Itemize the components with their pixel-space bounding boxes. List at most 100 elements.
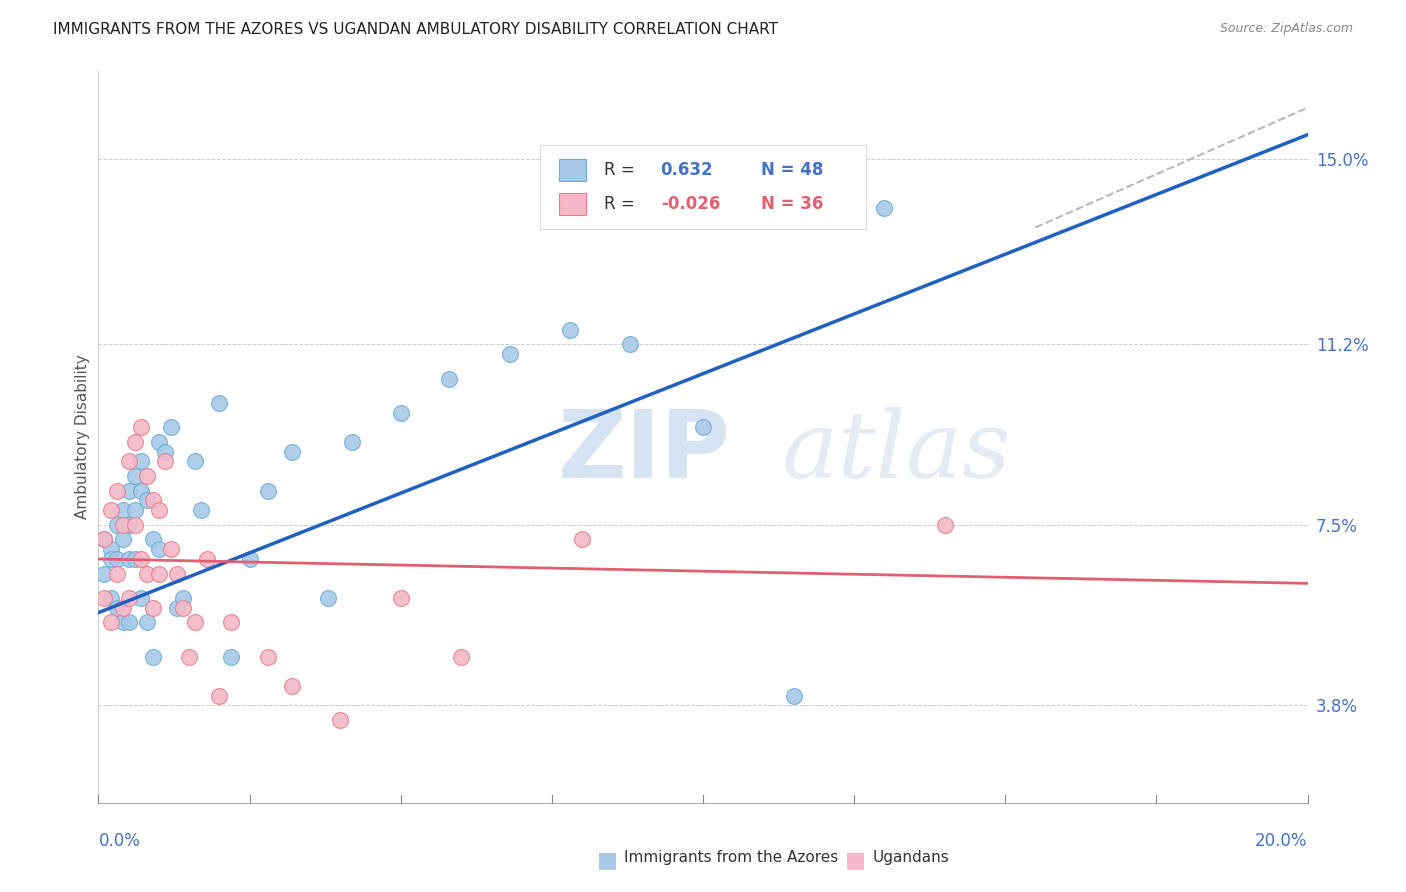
- Text: N = 36: N = 36: [761, 195, 824, 213]
- Point: [105, 600, 128, 615]
- Point: [105, 517, 128, 532]
- Point: [124, 552, 146, 566]
- Point: [934, 517, 956, 532]
- Point: [329, 713, 352, 727]
- Point: [316, 591, 339, 605]
- Point: [111, 533, 134, 547]
- Point: [389, 591, 412, 605]
- Point: [135, 469, 157, 483]
- Point: [93, 533, 115, 547]
- Point: [153, 444, 176, 458]
- Point: [166, 600, 188, 615]
- Point: [184, 615, 207, 630]
- Point: [124, 469, 146, 483]
- Point: [160, 420, 183, 434]
- Point: [148, 566, 170, 581]
- Text: 0.632: 0.632: [661, 161, 713, 178]
- Point: [105, 483, 128, 498]
- Point: [208, 396, 231, 410]
- Point: [179, 649, 201, 664]
- Point: [93, 533, 115, 547]
- Point: [124, 503, 146, 517]
- Point: [142, 493, 165, 508]
- Text: atlas: atlas: [782, 407, 1011, 497]
- Point: [111, 600, 134, 615]
- Point: [118, 517, 141, 532]
- Point: [558, 323, 581, 337]
- Point: [100, 552, 122, 566]
- Point: [166, 566, 188, 581]
- Point: [498, 347, 520, 361]
- Point: [281, 679, 304, 693]
- Point: [437, 371, 460, 385]
- Point: [450, 649, 472, 664]
- Text: Immigrants from the Azores: Immigrants from the Azores: [624, 850, 838, 865]
- Point: [342, 434, 364, 449]
- Point: [135, 615, 157, 630]
- Text: R =: R =: [603, 195, 640, 213]
- Point: [100, 542, 122, 557]
- Text: Ugandans: Ugandans: [872, 850, 949, 865]
- Point: [129, 552, 152, 566]
- Point: [142, 533, 165, 547]
- Point: [619, 337, 641, 351]
- Point: [873, 201, 896, 215]
- Y-axis label: Ambulatory Disability: Ambulatory Disability: [75, 355, 90, 519]
- FancyBboxPatch shape: [560, 159, 586, 181]
- Point: [100, 591, 122, 605]
- Point: [172, 600, 194, 615]
- Text: ■: ■: [598, 850, 619, 871]
- Point: [124, 517, 146, 532]
- Point: [118, 591, 141, 605]
- Point: [100, 503, 122, 517]
- Point: [571, 533, 593, 547]
- Point: [256, 649, 278, 664]
- Point: [256, 483, 278, 498]
- Point: [111, 517, 134, 532]
- Point: [142, 600, 165, 615]
- Text: 0.0%: 0.0%: [98, 832, 141, 850]
- Point: [153, 454, 176, 468]
- Point: [221, 649, 243, 664]
- Point: [129, 454, 152, 468]
- Text: ■: ■: [845, 850, 866, 871]
- Point: [281, 444, 304, 458]
- Text: ZIP: ZIP: [558, 406, 731, 498]
- Point: [148, 542, 170, 557]
- Point: [184, 454, 207, 468]
- Point: [124, 434, 146, 449]
- Point: [118, 483, 141, 498]
- Point: [118, 552, 141, 566]
- Point: [190, 503, 212, 517]
- Point: [221, 615, 243, 630]
- Point: [135, 493, 157, 508]
- Point: [111, 503, 134, 517]
- Point: [129, 591, 152, 605]
- Point: [111, 615, 134, 630]
- FancyBboxPatch shape: [540, 145, 866, 228]
- Text: Source: ZipAtlas.com: Source: ZipAtlas.com: [1219, 22, 1353, 36]
- Point: [93, 591, 115, 605]
- Point: [148, 434, 170, 449]
- FancyBboxPatch shape: [560, 193, 586, 216]
- Text: N = 48: N = 48: [761, 161, 824, 178]
- Point: [100, 615, 122, 630]
- Point: [692, 420, 714, 434]
- Point: [105, 552, 128, 566]
- Point: [129, 420, 152, 434]
- Point: [142, 649, 165, 664]
- Point: [129, 483, 152, 498]
- Point: [148, 503, 170, 517]
- Point: [118, 454, 141, 468]
- Point: [135, 566, 157, 581]
- Text: IMMIGRANTS FROM THE AZORES VS UGANDAN AMBULATORY DISABILITY CORRELATION CHART: IMMIGRANTS FROM THE AZORES VS UGANDAN AM…: [53, 22, 779, 37]
- Point: [172, 591, 194, 605]
- Text: -0.026: -0.026: [661, 195, 720, 213]
- Point: [389, 406, 412, 420]
- Text: R =: R =: [603, 161, 640, 178]
- Point: [160, 542, 183, 557]
- Point: [239, 552, 262, 566]
- Point: [118, 615, 141, 630]
- Point: [195, 552, 218, 566]
- Point: [105, 566, 128, 581]
